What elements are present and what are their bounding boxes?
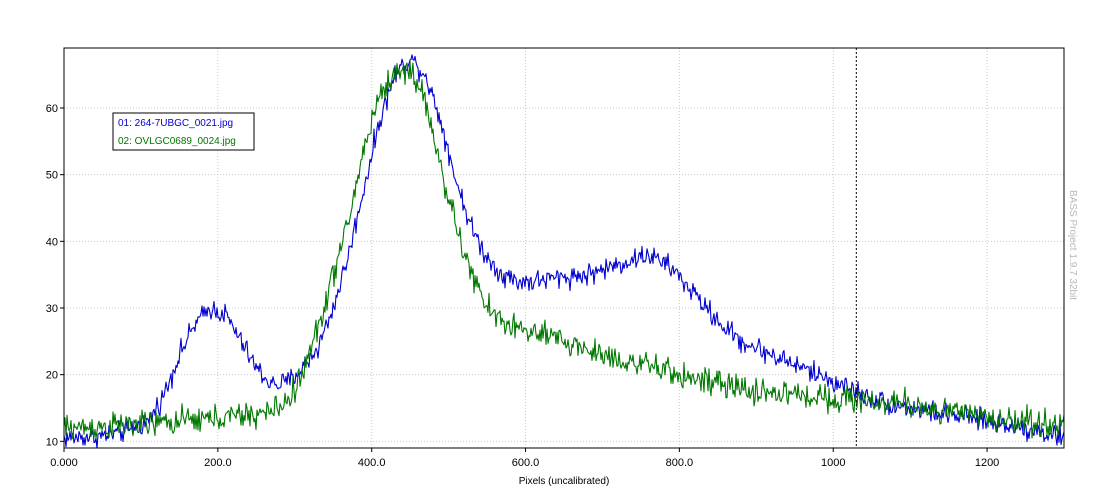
axis-ticks: 0.000 200.0 400.0 600.0 800.0 1000 1200 10 20 30 4… bbox=[46, 103, 1000, 469]
y-tick-label: 20 bbox=[46, 370, 58, 382]
watermark-text: BASS Project 1.9.7 32bit bbox=[1067, 190, 1078, 300]
y-tick-label: 60 bbox=[46, 103, 58, 115]
legend-entry-series-1: 01: 264-7UBGC_0021.jpg bbox=[118, 118, 233, 129]
legend-entry-series-2: 02: OVLGC0689_0024.jpg bbox=[118, 136, 236, 147]
series-layer bbox=[64, 54, 1064, 448]
legend: 01: 264-7UBGC_0021.jpg 02: OVLGC0689_002… bbox=[112, 112, 255, 151]
x-tick-label: 600.0 bbox=[512, 457, 540, 469]
legend-box bbox=[112, 112, 255, 151]
x-tick-label: 200.0 bbox=[204, 457, 232, 469]
x-axis-title: Pixels (uncalibrated) bbox=[519, 476, 610, 487]
x-tick-label: 400.0 bbox=[358, 457, 386, 469]
x-tick-label: 0.000 bbox=[50, 457, 78, 469]
x-tick-label: 1000 bbox=[821, 457, 845, 469]
x-tick-label: 800.0 bbox=[666, 457, 694, 469]
x-tick-label: 1200 bbox=[975, 457, 999, 469]
series-line-1 bbox=[64, 54, 1064, 448]
y-tick-label: 50 bbox=[46, 170, 58, 182]
y-tick-label: 30 bbox=[46, 303, 58, 315]
series-line-2 bbox=[64, 60, 1064, 440]
plot-frame bbox=[63, 47, 1065, 449]
y-tick-label: 10 bbox=[46, 436, 58, 448]
y-tick-label: 40 bbox=[46, 236, 58, 248]
